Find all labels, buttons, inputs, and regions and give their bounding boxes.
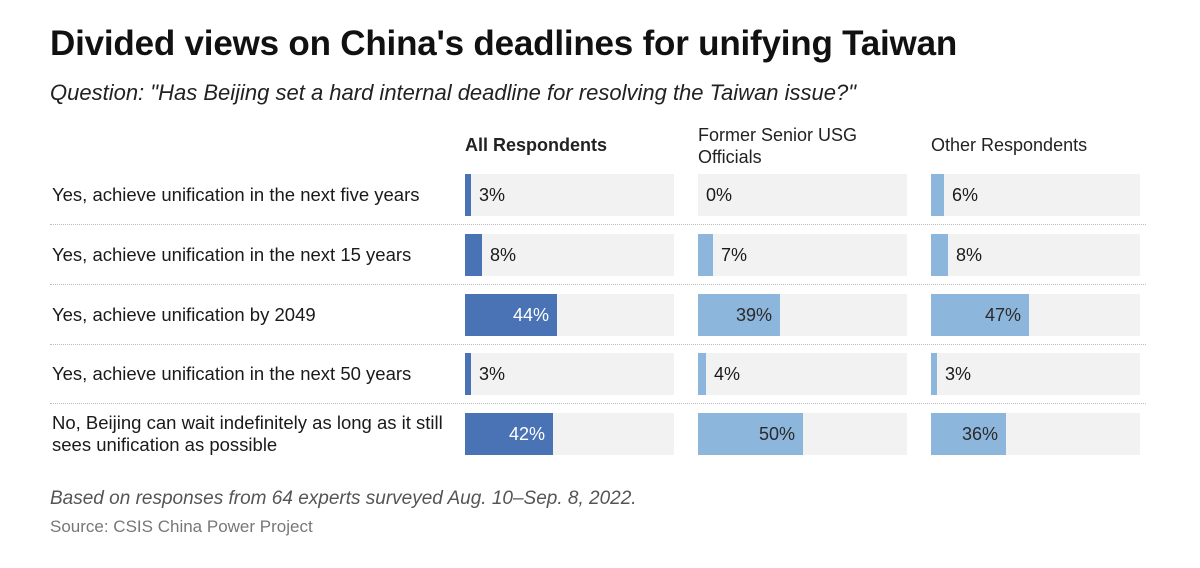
data-label: 0% (706, 185, 733, 205)
bar (698, 353, 706, 395)
chart-title: Divided views on China's deadlines for u… (50, 24, 958, 63)
data-label: 3% (479, 185, 506, 205)
bar (931, 174, 944, 216)
bar-track: 39% (698, 294, 907, 336)
bar-track: 36% (931, 413, 1140, 455)
bar (465, 234, 482, 276)
data-label: 36% (961, 424, 998, 444)
column-header-1: All Respondents (465, 135, 608, 155)
bar-track: 0% (698, 174, 907, 216)
bar-track: 3% (465, 353, 674, 395)
bar-track: 42% (465, 413, 674, 455)
row-divider (50, 403, 1146, 404)
row-label-2: Yes, achieve unification in the next 15 … (52, 244, 412, 265)
data-label: 44% (512, 305, 549, 325)
data-label: 3% (479, 364, 506, 384)
bar-track: 3% (465, 174, 674, 216)
data-label: 3% (945, 364, 972, 384)
row-divider (50, 344, 1146, 345)
data-label: 39% (735, 305, 772, 325)
data-label: 50% (758, 424, 795, 444)
bar-track: 6% (931, 174, 1140, 216)
row-label-4: Yes, achieve unification in the next 50 … (52, 363, 412, 384)
bar-track: 47% (931, 294, 1140, 336)
bar (465, 294, 557, 336)
data-label: 8% (490, 245, 517, 265)
bar (465, 353, 471, 395)
bar (931, 234, 948, 276)
source-note: Source: CSIS China Power Project (50, 517, 313, 536)
data-label: 8% (956, 245, 983, 265)
row-label-3: Yes, achieve unification by 2049 (52, 304, 316, 325)
bar (698, 234, 713, 276)
data-label: 47% (984, 305, 1021, 325)
chart-subtitle: Question: "Has Beijing set a hard intern… (50, 80, 857, 105)
column-header-3: Other Respondents (931, 135, 1088, 155)
data-label: 42% (508, 424, 545, 444)
column-header-2: Former Senior USG Officials (698, 125, 858, 167)
data-label: 6% (952, 185, 979, 205)
footnote: Based on responses from 64 experts surve… (50, 488, 637, 509)
bar-track: 50% (698, 413, 907, 455)
bar-track: 8% (465, 234, 674, 276)
bar (931, 413, 1006, 455)
bar (465, 413, 553, 455)
row-divider (50, 284, 1146, 285)
bar (931, 353, 937, 395)
row-divider (50, 224, 1146, 225)
data-label: 4% (714, 364, 741, 384)
bar-track: 44% (465, 294, 674, 336)
bar-track: 7% (698, 234, 907, 276)
bar (465, 174, 471, 216)
row-label-1: Yes, achieve unification in the next fiv… (52, 184, 420, 205)
bar-track: 3% (931, 353, 1140, 395)
bar (698, 294, 780, 336)
bar (698, 413, 803, 455)
bar (931, 294, 1029, 336)
bar-track: 4% (698, 353, 907, 395)
row-label-5: No, Beijing can wait indefinitely as lon… (52, 412, 443, 455)
data-label: 7% (721, 245, 748, 265)
bar-track: 8% (931, 234, 1140, 276)
